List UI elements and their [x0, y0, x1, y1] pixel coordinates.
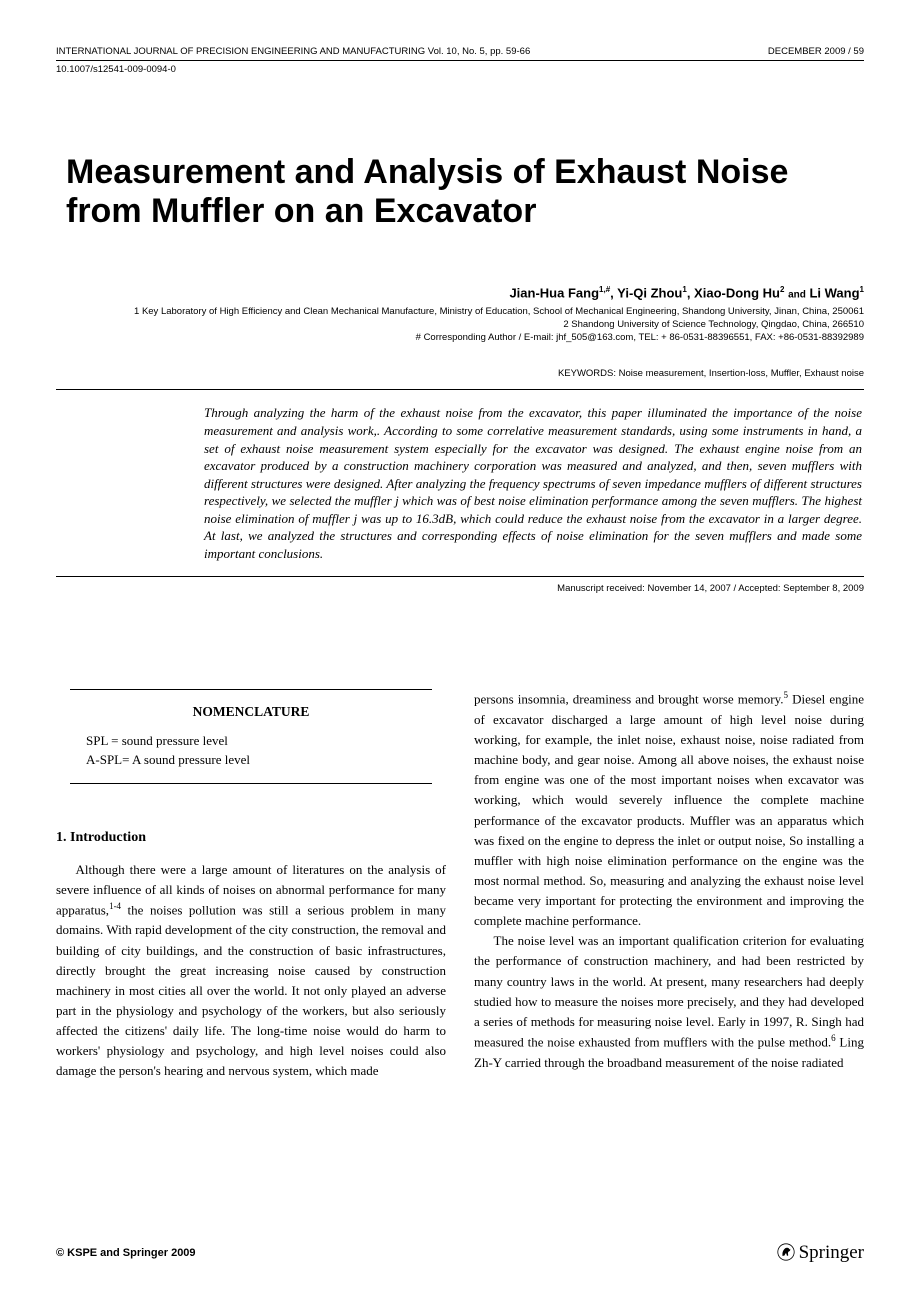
affiliations: 1 Key Laboratory of High Efficiency and … [56, 305, 864, 345]
abstract-box: Through analyzing the harm of the exhaus… [56, 389, 864, 577]
abstract-text: Through analyzing the harm of the exhaus… [204, 404, 862, 562]
publisher-name: Springer [799, 1242, 864, 1264]
nomenclature-rule-bottom [70, 783, 432, 784]
publisher-logo: Springer [777, 1242, 864, 1264]
page-footer: © KSPE and Springer 2009 Springer [56, 1242, 864, 1264]
left-column: NOMENCLATURE SPL = sound pressure level … [56, 689, 446, 1081]
issue-page: DECEMBER 2009 / 59 [768, 46, 864, 57]
springer-horse-icon [777, 1242, 795, 1264]
manuscript-dates: Manuscript received: November 14, 2007 /… [56, 583, 864, 594]
nomenclature-body: SPL = sound pressure level A-SPL= A soun… [86, 732, 432, 768]
running-header: INTERNATIONAL JOURNAL OF PRECISION ENGIN… [56, 46, 864, 61]
nomenclature-item: SPL = sound pressure level [86, 732, 432, 750]
section-heading-1: 1. Introduction [56, 830, 446, 846]
body-columns: NOMENCLATURE SPL = sound pressure level … [56, 689, 864, 1081]
copyright: © KSPE and Springer 2009 [56, 1247, 196, 1259]
nomenclature-heading: NOMENCLATURE [56, 704, 446, 720]
corresponding-author: # Corresponding Author / E-mail: jhf_505… [56, 331, 864, 344]
paragraph: persons insomnia, dreaminess and brought… [474, 689, 864, 931]
right-column: persons insomnia, dreaminess and brought… [474, 689, 864, 1081]
paragraph: Although there were a large amount of li… [56, 860, 446, 1082]
introduction-text-left: Although there were a large amount of li… [56, 860, 446, 1082]
doi: 10.1007/s12541-009-0094-0 [56, 64, 864, 75]
affiliation-1: 1 Key Laboratory of High Efficiency and … [56, 305, 864, 318]
affiliation-2: 2 Shandong University of Science Technol… [56, 318, 864, 331]
nomenclature-rule-top [70, 689, 432, 690]
article-title: Measurement and Analysis of Exhaust Nois… [66, 153, 864, 231]
paragraph: The noise level was an important qualifi… [474, 931, 864, 1072]
journal-info: INTERNATIONAL JOURNAL OF PRECISION ENGIN… [56, 46, 530, 57]
nomenclature-item: A-SPL= A sound pressure level [86, 751, 432, 769]
keywords: KEYWORDS: Noise measurement, Insertion-l… [56, 368, 864, 379]
introduction-text-right: persons insomnia, dreaminess and brought… [474, 689, 864, 1072]
author-list: Jian-Hua Fang1,#, Yi-Qi Zhou1, Xiao-Dong… [56, 285, 864, 300]
